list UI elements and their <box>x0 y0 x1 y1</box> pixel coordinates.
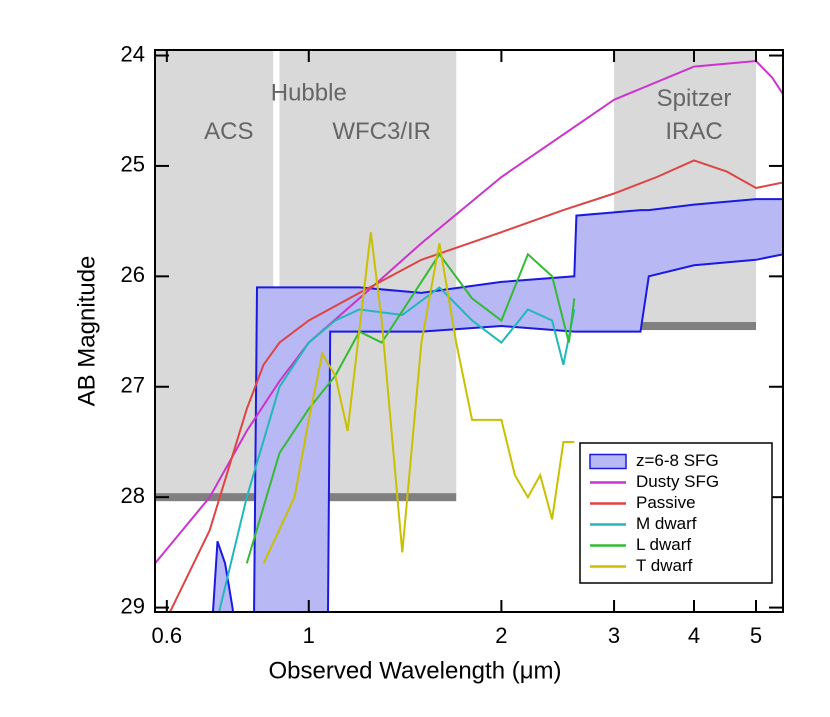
x-tick-label: 2 <box>495 623 507 648</box>
plot-area <box>155 59 783 612</box>
x-tick-label: 1 <box>303 623 315 648</box>
x-tick-label: 0.6 <box>152 623 183 648</box>
legend-label: T dwarf <box>636 556 693 575</box>
x-tick-label: 3 <box>608 623 620 648</box>
x-axis-label: Observed Wavelength (μm) <box>268 657 561 684</box>
axes: 0.6 1 2 3 4 5 24 25 26 27 28 29 <box>121 41 784 648</box>
depth-bar <box>279 493 457 502</box>
sfg-faint-edge <box>326 253 783 612</box>
series-line <box>262 232 575 564</box>
y-tick-label: 28 <box>121 483 145 508</box>
region-label: IRAC <box>665 118 722 145</box>
legend-label: M dwarf <box>636 514 697 533</box>
y-tick-label: 27 <box>121 373 145 398</box>
y-tick-label: 29 <box>121 593 145 618</box>
region-label: ACS <box>204 118 253 145</box>
y-tick-label: 25 <box>121 152 145 177</box>
legend-swatch <box>589 453 627 470</box>
region-label: Hubble <box>271 80 347 107</box>
coverage-region <box>155 50 274 498</box>
region-label: WFC3/IR <box>332 118 431 145</box>
series-line <box>245 252 576 564</box>
legend-label: z=6-8 SFG <box>636 451 719 470</box>
y-tick-label: 24 <box>121 41 145 66</box>
depth-bar <box>155 493 274 502</box>
sfg-bright-edge <box>211 198 783 612</box>
legend-label: Dusty SFG <box>636 472 719 491</box>
y-tick-label: 26 <box>121 262 145 287</box>
depth-bar <box>614 322 757 331</box>
legend-label: Passive <box>636 493 696 512</box>
x-tick-label: 4 <box>688 623 700 648</box>
region-label: Spitzer <box>657 85 732 112</box>
legend-label: L dwarf <box>636 535 691 554</box>
y-axis-label: AB Magnitude <box>73 256 100 407</box>
series-line <box>218 286 576 612</box>
series-line <box>168 159 783 612</box>
legend: z=6-8 SFG Dusty SFG Passive M dwarf L dwarf T… <box>579 442 773 584</box>
plot-frame <box>154 49 784 613</box>
x-tick-label: 5 <box>750 623 762 648</box>
